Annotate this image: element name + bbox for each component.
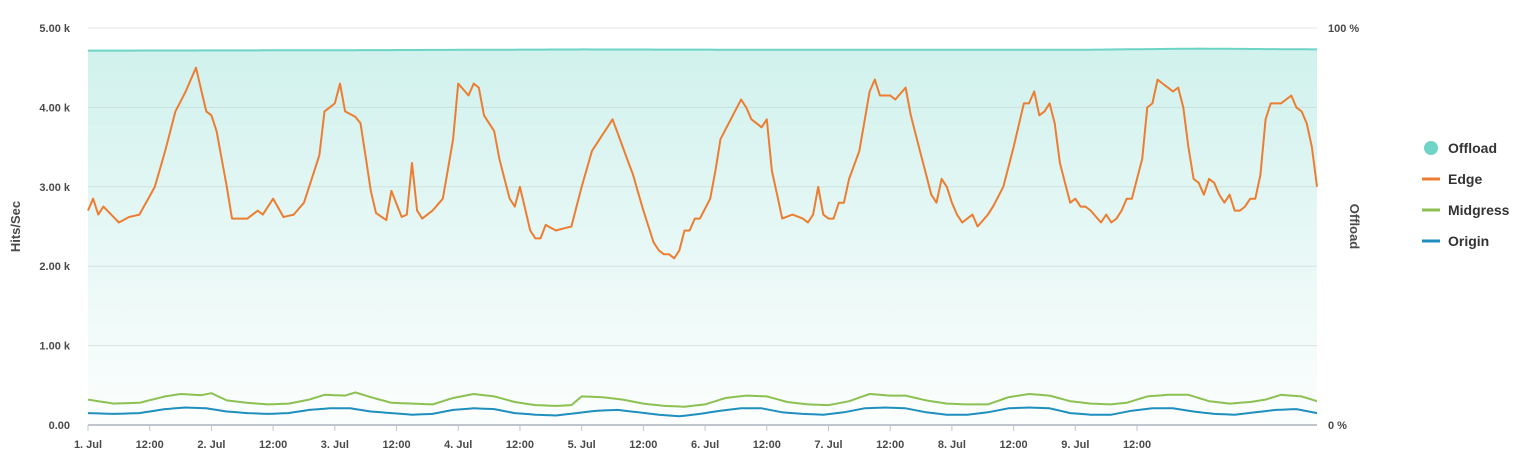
legend-item-edge[interactable]: Edge (1422, 171, 1482, 187)
x-tick-label: 12:00 (629, 439, 657, 451)
x-tick-label: 3. Jul (321, 439, 349, 451)
y-right-axis-title: Offload (1347, 204, 1362, 250)
legend-item-midgress[interactable]: Midgress (1422, 202, 1510, 218)
x-tick-label: 12:00 (1123, 439, 1151, 451)
y-left-tick-label: 5.00 k (39, 23, 70, 35)
legend: Offload Edge Midgress Origin (1422, 140, 1510, 249)
offload-area-layer (88, 47, 1317, 425)
x-tick-label: 1. Jul (74, 439, 102, 451)
y-left-tick-label: 2.00 k (39, 261, 70, 273)
y-left-tick-label: 3.00 k (39, 182, 70, 194)
x-tick-label: 12:00 (1000, 439, 1028, 451)
x-tick-label: 5. Jul (568, 439, 596, 451)
midgress-line (87, 391, 1318, 408)
y-right-tick-label: 0 % (1328, 420, 1347, 432)
legend-label-midgress: Midgress (1448, 202, 1510, 218)
x-axis: 1. Jul 12:00 2. Jul 12:00 3. Jul 12:00 4. Jul 1… (74, 424, 1317, 451)
x-tick-label: 12:00 (876, 439, 904, 451)
x-tick-label: 6. Jul (691, 439, 719, 451)
x-tick-label: 9. Jul (1061, 439, 1089, 451)
y-left-tick-label: 1.00 k (39, 341, 70, 353)
origin-line (87, 406, 1318, 418)
y-axis-left: 0.00 1.00 k 2.00 k 3.00 k 4.00 k 5.00 k Hits/S… (8, 23, 71, 432)
x-tick-label: 12:00 (259, 439, 287, 451)
legend-item-offload[interactable]: Offload (1424, 140, 1497, 156)
x-tick-label: 12:00 (136, 439, 164, 451)
offload-line (88, 47, 1317, 52)
legend-item-origin[interactable]: Origin (1422, 233, 1489, 249)
x-tick-label: 12:00 (382, 439, 410, 451)
y-right-tick-label: 100 % (1328, 23, 1359, 35)
legend-label-edge: Edge (1448, 171, 1482, 187)
y-axis-right: 0 % 100 % Offload (1328, 23, 1362, 432)
x-tick-label: 7. Jul (814, 439, 842, 451)
y-left-tick-label: 4.00 k (39, 102, 70, 114)
y-left-axis-title: Hits/Sec (8, 201, 23, 252)
offload-area (88, 48, 1317, 425)
legend-label-origin: Origin (1448, 233, 1489, 249)
x-tick-label: 12:00 (506, 439, 534, 451)
x-tick-label: 12:00 (753, 439, 781, 451)
y-left-tick-label: 0.00 (49, 420, 70, 432)
x-tick-label: 4. Jul (444, 439, 472, 451)
x-tick-label: 2. Jul (197, 439, 225, 451)
x-tick-label: 8. Jul (938, 439, 966, 451)
edge-line (87, 66, 1318, 260)
legend-marker-offload (1424, 141, 1438, 155)
legend-label-offload: Offload (1448, 140, 1497, 156)
series-lines-layer (87, 66, 1318, 418)
